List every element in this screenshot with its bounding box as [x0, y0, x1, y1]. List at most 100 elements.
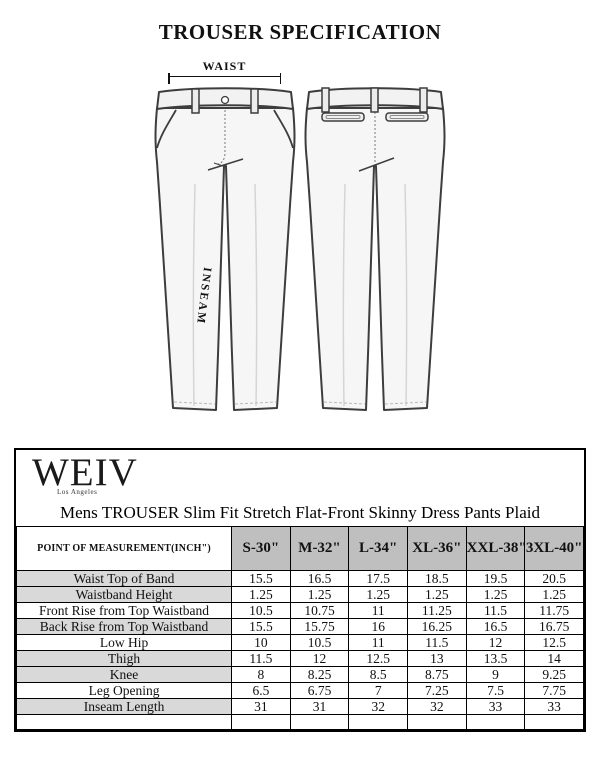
crotch-tack: [207, 158, 244, 171]
size-chart-header-row: POINT OF MEASUREMENT(INCH") S-30" M-32" L-…: [15, 526, 584, 571]
value-cell: 8.75: [407, 666, 467, 683]
table-row: Waist Top of Band 15.5 16.5 17.5 18.5 19.5 20.…: [15, 570, 584, 587]
value-cell: 8.5: [348, 666, 409, 683]
value-cell: 6.75: [289, 682, 350, 699]
value-cell: 20.5: [524, 570, 584, 587]
value-cell: 10.5: [289, 634, 350, 651]
value-cell: 1.25: [407, 586, 467, 603]
row-label-cell: Leg Opening: [15, 682, 233, 699]
value-cell: 12: [289, 650, 350, 667]
side-pocket-left: [156, 109, 177, 149]
value-cell: 15.5: [231, 570, 291, 587]
trouser-front-body: [154, 107, 296, 411]
belt-loop: [419, 87, 428, 113]
page-title: TROUSER SPECIFICATION: [158, 20, 442, 44]
value-cell: 33: [465, 698, 526, 715]
value-cell: 11: [348, 634, 409, 651]
row-label-cell: Low Hip: [15, 634, 233, 651]
value-cell: 11.25: [407, 602, 467, 619]
hem-stitching: [173, 401, 277, 405]
value-cell: 1.25: [231, 586, 291, 603]
value-cell: 9.25: [524, 666, 584, 683]
value-cell: 11.75: [524, 602, 584, 619]
value-cell: 10: [231, 634, 291, 651]
value-cell: 7.5: [465, 682, 526, 699]
value-cell: 16.5: [289, 570, 350, 587]
empty-value-cell: [289, 714, 350, 730]
table-row: Front Rise from Top Waistband 10.5 10.75 11…: [15, 602, 584, 619]
value-cell: 19.5: [465, 570, 526, 587]
empty-value-cell: [407, 714, 467, 730]
back-pocket-right: [385, 112, 429, 122]
waist-button: [220, 95, 230, 105]
table-row: Waistband Height 1.25 1.25 1.25 1.25 1.25 1.25: [15, 586, 584, 603]
crotch-tack-small: [213, 162, 227, 168]
value-cell: 15.75: [289, 618, 350, 635]
size-column-header: XXL-38": [465, 526, 526, 571]
table-row: Inseam Length 31 31 32 32 33 33: [15, 698, 584, 715]
product-title: Mens TROUSER Slim Fit Stretch Flat-Front…: [60, 503, 540, 522]
crease-line-left: [192, 183, 196, 407]
size-column-header: M-32": [289, 526, 350, 571]
crease-line-right: [404, 183, 408, 407]
table-row: Knee 8 8.25 8.5 8.75 9 9.25: [15, 666, 584, 683]
empty-value-cell: [524, 714, 584, 730]
measurement-header-cell: POINT OF MEASUREMENT(INCH"): [15, 526, 233, 571]
value-cell: 12.5: [348, 650, 409, 667]
value-cell: 1.25: [465, 586, 526, 603]
value-cell: 16.25: [407, 618, 467, 635]
value-cell: 13: [407, 650, 467, 667]
empty-value-cell: [231, 714, 291, 730]
empty-label-cell: [15, 714, 233, 730]
table-row: Low Hip 10 10.5 11 11.5 12 12.5: [15, 634, 584, 651]
value-cell: 17.5: [348, 570, 409, 587]
row-label-cell: Waistband Height: [15, 586, 233, 603]
waist-dimension-label: WAIST: [202, 59, 247, 73]
crease-line-right: [254, 183, 258, 407]
value-cell: 7: [348, 682, 409, 699]
value-cell: 1.25: [348, 586, 409, 603]
table-row: Thigh 11.5 12 12.5 13 13.5 14: [15, 650, 584, 667]
crease-line-left: [342, 183, 346, 407]
value-cell: 10.75: [289, 602, 350, 619]
belt-loop: [250, 88, 259, 114]
value-cell: 9: [465, 666, 526, 683]
empty-row: [15, 714, 584, 730]
table-row: Leg Opening 6.5 6.75 7 7.25 7.5 7.75: [15, 682, 584, 699]
value-cell: 1.25: [524, 586, 584, 603]
brand-logo-block: WEIV Los Angeles: [16, 450, 584, 502]
size-chart-table: POINT OF MEASUREMENT(INCH") S-30" M-32" L-…: [15, 526, 584, 730]
row-label-cell: Back Rise from Top Waistband: [15, 618, 233, 635]
row-label-cell: Inseam Length: [15, 698, 233, 715]
belt-loop: [191, 88, 200, 114]
value-cell: 12: [465, 634, 526, 651]
brand-sublabel: Los Angeles: [57, 488, 98, 496]
back-pocket-left-welt: [325, 115, 361, 119]
empty-value-cell: [348, 714, 409, 730]
value-cell: 18.5: [407, 570, 467, 587]
value-cell: 11: [348, 602, 409, 619]
crotch-tack: [358, 157, 395, 172]
value-cell: 11.5: [465, 602, 526, 619]
trouser-back-drawing: [304, 87, 446, 411]
belt-loop: [321, 87, 330, 113]
table-row: Back Rise from Top Waistband 15.5 15.75 16 1…: [15, 618, 584, 635]
brand-logo: WEIV: [32, 451, 138, 494]
value-cell: 8: [231, 666, 291, 683]
value-cell: 15.5: [231, 618, 291, 635]
value-cell: 32: [348, 698, 409, 715]
value-cell: 13.5: [465, 650, 526, 667]
row-label-cell: Front Rise from Top Waistband: [15, 602, 233, 619]
size-column-header: S-30": [231, 526, 291, 571]
hem-stitching: [323, 401, 427, 405]
spec-sheet: WEIV Los Angeles Mens TROUSER Slim Fit S…: [14, 448, 586, 732]
size-column-header: L-34": [348, 526, 409, 571]
empty-value-cell: [465, 714, 526, 730]
value-cell: 31: [231, 698, 291, 715]
back-pocket-right-welt: [389, 115, 425, 119]
waist-dimension-line: [168, 73, 281, 84]
trouser-front-drawing: [154, 87, 296, 411]
value-cell: 32: [407, 698, 467, 715]
value-cell: 16.5: [465, 618, 526, 635]
